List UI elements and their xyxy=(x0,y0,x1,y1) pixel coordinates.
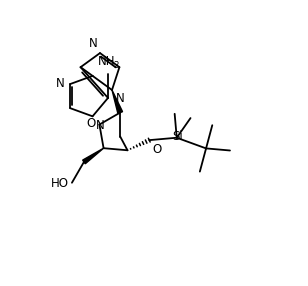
Polygon shape xyxy=(83,148,103,164)
Polygon shape xyxy=(112,90,123,114)
Text: 2: 2 xyxy=(113,61,119,70)
Text: O: O xyxy=(152,143,161,156)
Text: O: O xyxy=(86,117,95,130)
Text: N: N xyxy=(116,92,125,105)
Text: HO: HO xyxy=(51,177,69,190)
Text: Si: Si xyxy=(172,130,183,143)
Text: NH: NH xyxy=(98,55,116,68)
Text: N: N xyxy=(56,77,65,90)
Text: N: N xyxy=(89,37,98,50)
Text: N: N xyxy=(95,119,104,132)
